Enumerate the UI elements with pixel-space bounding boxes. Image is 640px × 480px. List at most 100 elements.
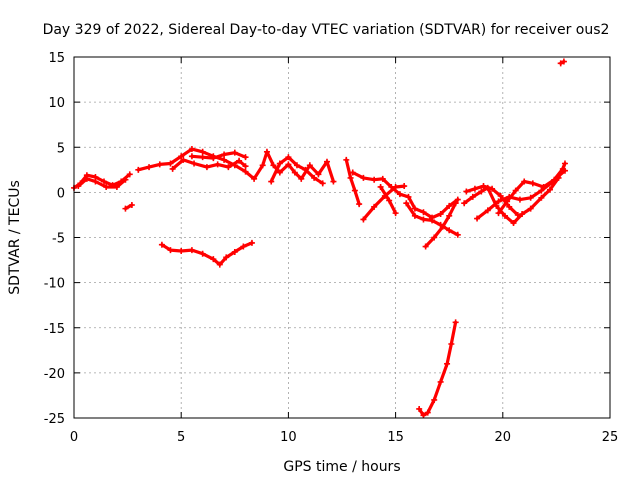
grid-lines — [74, 57, 610, 418]
x-tick-label: 15 — [387, 430, 404, 445]
series-arc-19 — [495, 167, 568, 217]
data-point — [469, 193, 476, 200]
data-point — [223, 254, 230, 261]
data-point — [128, 202, 135, 209]
data-point — [392, 210, 399, 217]
data-point — [484, 207, 491, 214]
data-point — [560, 58, 567, 65]
data-point — [242, 163, 249, 170]
data-point — [386, 197, 393, 204]
data-point — [199, 154, 206, 161]
series-arc-16 — [461, 160, 568, 227]
data-point — [527, 205, 534, 212]
data-point — [126, 171, 133, 178]
x-tick-label: 10 — [280, 430, 297, 445]
data-point — [514, 211, 521, 218]
series-arc-15 — [416, 319, 459, 419]
data-point — [135, 166, 142, 173]
series-arc-8 — [158, 239, 255, 268]
data-point — [293, 162, 300, 169]
series-line — [160, 241, 254, 267]
data-point — [392, 183, 399, 190]
data-point — [454, 196, 461, 203]
series-arc-17 — [463, 183, 521, 218]
data-point — [251, 175, 258, 182]
data-point — [270, 162, 277, 169]
data-series — [71, 58, 568, 419]
series-arc-5 — [169, 156, 249, 172]
data-point — [521, 178, 528, 185]
series-line — [417, 320, 458, 417]
data-point — [437, 211, 444, 218]
data-point — [561, 167, 568, 174]
data-point — [452, 319, 459, 326]
data-point — [203, 164, 210, 171]
data-point — [379, 175, 386, 182]
data-point — [371, 176, 378, 183]
data-point — [416, 405, 423, 412]
data-point — [343, 156, 350, 163]
data-point — [463, 188, 470, 195]
data-point — [210, 155, 217, 162]
data-point — [437, 378, 444, 385]
data-point — [156, 161, 163, 168]
y-axis-label: SDTVAR / TECUs — [7, 180, 23, 295]
data-point — [323, 158, 330, 165]
series-arc-4 — [135, 146, 337, 185]
y-tick-label: -5 — [52, 232, 65, 247]
data-point — [330, 178, 337, 185]
data-point — [167, 247, 174, 254]
data-point — [540, 183, 547, 190]
data-point — [169, 165, 176, 172]
data-point — [113, 183, 120, 190]
data-point — [191, 160, 198, 167]
y-tick-label: 5 — [57, 141, 65, 156]
data-point — [411, 212, 418, 219]
data-point — [221, 151, 228, 158]
data-point — [529, 180, 536, 187]
data-point — [439, 223, 446, 230]
data-point — [214, 161, 221, 168]
data-point — [351, 187, 358, 194]
series-arc-20 — [557, 58, 567, 67]
data-point — [478, 188, 485, 195]
data-point — [420, 216, 427, 223]
data-point — [431, 234, 438, 241]
data-point — [405, 193, 412, 200]
data-point — [429, 217, 436, 224]
y-tick-label: -10 — [44, 277, 65, 292]
data-point — [306, 162, 313, 169]
data-point — [101, 178, 108, 185]
x-tick-label: 25 — [602, 430, 619, 445]
y-tick-label: -15 — [44, 322, 65, 337]
axis-ticks: 0 5 10 15 20 25 -25 -20 -15 -10 -5 0 5 10 15 — [44, 51, 619, 445]
chart-title: Day 329 of 2022, Sidereal Day-to-day VTE… — [43, 22, 610, 38]
data-point — [268, 178, 275, 185]
data-point — [180, 156, 187, 163]
data-point — [396, 191, 403, 198]
data-point — [538, 194, 545, 201]
data-point — [403, 200, 410, 207]
data-point — [349, 169, 356, 176]
series-arc-9 — [343, 156, 363, 208]
data-point — [347, 174, 354, 181]
data-point — [298, 175, 305, 182]
data-point — [103, 183, 110, 190]
data-point — [424, 409, 431, 416]
data-point — [444, 360, 451, 367]
data-point — [276, 169, 283, 176]
data-point — [75, 183, 82, 190]
y-tick-label: 10 — [48, 96, 65, 111]
data-point — [471, 185, 478, 192]
data-point — [495, 198, 502, 205]
x-tick-label: 20 — [495, 430, 512, 445]
data-point — [489, 185, 496, 192]
data-point — [474, 215, 481, 222]
data-point — [448, 340, 455, 347]
data-point — [122, 205, 129, 212]
series-arc-12 — [377, 183, 399, 217]
data-point — [506, 203, 513, 210]
data-point — [501, 212, 508, 219]
data-point — [199, 250, 206, 257]
x-axis-label: GPS time / hours — [283, 459, 400, 475]
